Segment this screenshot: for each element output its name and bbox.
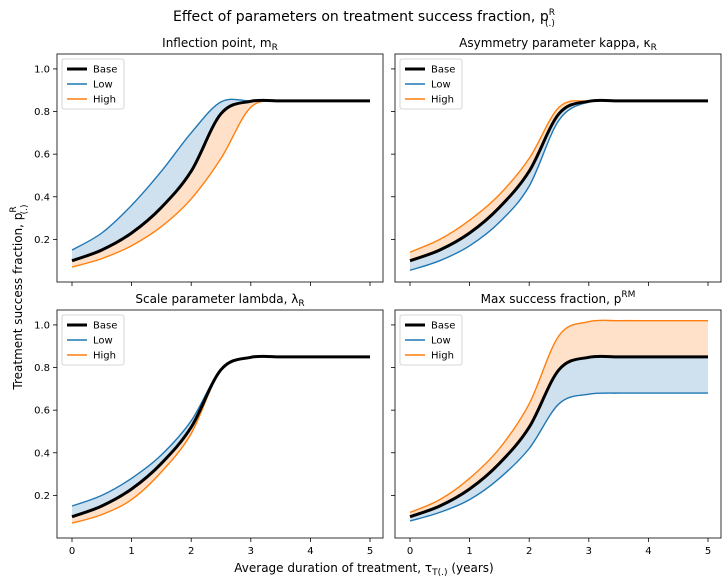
series-low-line [71, 355, 370, 507]
plot-area [71, 354, 370, 524]
series-base-line [409, 98, 708, 263]
y-tick-label: 0.2 [34, 235, 50, 246]
legend-label: High [431, 95, 454, 106]
y-tick-label: 0.4 [34, 192, 50, 203]
x-tick-label: 2 [188, 546, 194, 557]
legend-label: High [93, 95, 116, 106]
y-axis-label: Treatment success fraction, pR(.) [9, 204, 30, 390]
x-tick-label: 3 [586, 546, 592, 557]
x-tick-label: 5 [367, 546, 373, 557]
panel-title: Max success fraction, pRM [481, 290, 636, 306]
y-tick-label: 0.6 [34, 150, 50, 161]
y-tick-label: 0.4 [34, 448, 50, 459]
panel-3: 0.2 0.4 0.6 0.8 1.0 0 1 2 3 4 5 Scale parameter lam… [34, 292, 384, 557]
low-band [72, 356, 370, 517]
y-tick-label: 0.8 [34, 107, 50, 118]
panel-title: Inflection point, mR [162, 36, 278, 53]
axes-frame [394, 309, 722, 539]
legend-box [399, 58, 463, 110]
y-tick-label: 0.8 [34, 363, 50, 374]
y-tick-label: 0.2 [34, 491, 50, 502]
high-band [410, 100, 708, 261]
series-low-line [409, 392, 708, 522]
panel-title: Scale parameter lambda, λR [135, 292, 304, 309]
legend-label: Low [93, 336, 113, 347]
plot-area [409, 319, 708, 522]
low-band [410, 100, 708, 271]
panel-4: 0 1 2 3 4 5 Max success fraction, pRM Base Low Hi… [391, 290, 722, 557]
y-tick-label: 1.0 [34, 320, 50, 331]
x-tick-label: 5 [705, 546, 711, 557]
series-base-line [71, 98, 370, 263]
high-band [72, 355, 370, 524]
x-tick-label: 2 [526, 546, 532, 557]
legend-label: Low [431, 80, 451, 91]
series-base-line [409, 354, 708, 519]
legend-label: Base [431, 65, 455, 76]
x-axis-label: Average duration of treatment, τT(.) (ye… [234, 561, 493, 578]
series-high-line [409, 319, 708, 514]
high-band [72, 100, 370, 268]
legend-label: High [431, 351, 454, 362]
legend-label: Base [431, 321, 455, 332]
plot-area [409, 98, 708, 271]
legend-box [61, 58, 125, 110]
legend: Base Low High [399, 58, 463, 110]
panel-1: 0.2 0.4 0.6 0.8 1.0 Inflection point, mR Base L… [34, 36, 384, 286]
x-tick-label: 4 [645, 546, 651, 557]
y-tick-label: 1.0 [34, 64, 50, 75]
figure-title: Effect of parameters on treatment succes… [173, 8, 555, 29]
x-tick-label: 0 [69, 546, 75, 557]
low-band [410, 356, 708, 521]
y-tick-label: 0.6 [34, 406, 50, 417]
x-tick-label: 0 [407, 546, 413, 557]
legend-label: Low [93, 80, 113, 91]
panel-2: Asymmetry parameter kappa, κR Base Low High [391, 36, 722, 286]
x-tick-label: 3 [248, 546, 254, 557]
legend-label: Low [431, 336, 451, 347]
series-base-line [71, 354, 370, 519]
legend: Base Low High [399, 314, 463, 366]
axes-frame [56, 309, 384, 539]
plot-area [71, 98, 370, 268]
high-band [410, 320, 708, 517]
axes-frame [56, 53, 384, 283]
legend-label: High [93, 351, 116, 362]
legend-label: Base [93, 65, 117, 76]
legend: Base Low High [61, 314, 125, 366]
x-tick-label: 1 [128, 546, 134, 557]
legend-box [399, 314, 463, 366]
legend: Base Low High [61, 58, 125, 110]
x-tick-label: 4 [307, 546, 313, 557]
legend-box [61, 314, 125, 366]
series-high-line [409, 99, 708, 253]
x-tick-label: 1 [466, 546, 472, 557]
panel-title: Asymmetry parameter kappa, κR [459, 36, 657, 53]
axes-frame [394, 53, 722, 283]
legend-label: Base [93, 321, 117, 332]
